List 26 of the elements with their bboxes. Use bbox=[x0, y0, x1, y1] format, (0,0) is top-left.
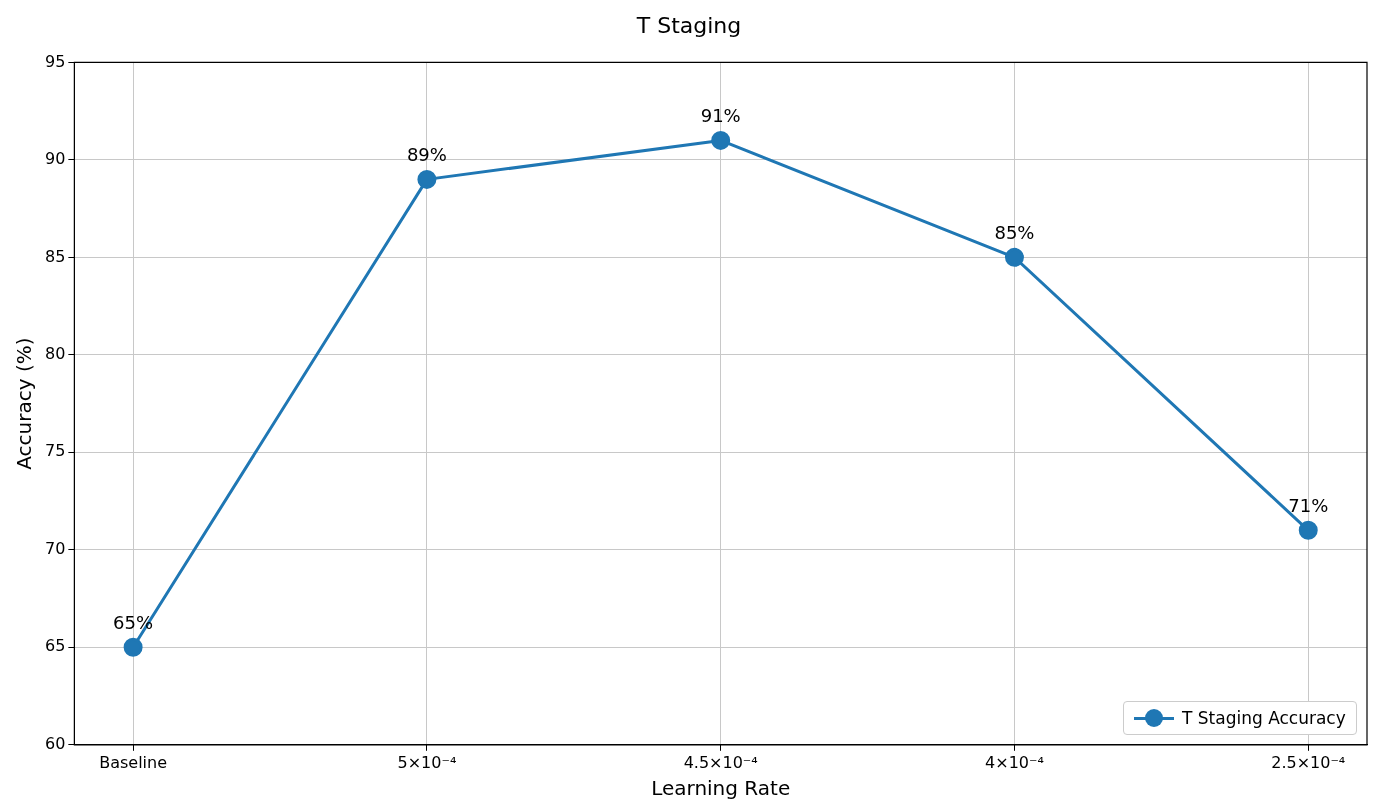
x-tick-label: Baseline bbox=[99, 752, 168, 772]
legend-label: T Staging Accuracy bbox=[1182, 707, 1346, 728]
data-label: 91% bbox=[700, 105, 741, 127]
x-tick-label: 4.5×10⁻⁴ bbox=[683, 752, 758, 772]
point bbox=[1004, 247, 1024, 267]
y-tick-label: 95 bbox=[45, 51, 66, 71]
data-label: 89% bbox=[406, 144, 447, 166]
y-tick-label: 80 bbox=[45, 344, 66, 364]
y-tick-label: 90 bbox=[45, 149, 66, 169]
point bbox=[711, 130, 731, 150]
chart-title: T Staging bbox=[635, 12, 742, 38]
x-tick-label: 4×10⁻⁴ bbox=[985, 752, 1044, 772]
y-axis-title: Accuracy (%) bbox=[12, 337, 37, 470]
x-axis-title: Learning Rate bbox=[651, 776, 791, 801]
y-tick-label: 65 bbox=[45, 636, 66, 656]
data-label: 71% bbox=[1288, 495, 1329, 516]
y-tick-label: 85 bbox=[45, 246, 66, 266]
data-label: 85% bbox=[994, 222, 1035, 244]
y-tick-label: 75 bbox=[45, 441, 66, 461]
y-tick-label: 60 bbox=[45, 733, 66, 753]
y-tick-label: 70 bbox=[45, 538, 66, 558]
x-tick-label: 2.5×10⁻⁴ bbox=[1271, 752, 1346, 772]
point bbox=[123, 637, 143, 657]
x-tick-label: 5×10⁻⁴ bbox=[397, 752, 457, 772]
point bbox=[1298, 520, 1318, 540]
point bbox=[417, 169, 437, 189]
